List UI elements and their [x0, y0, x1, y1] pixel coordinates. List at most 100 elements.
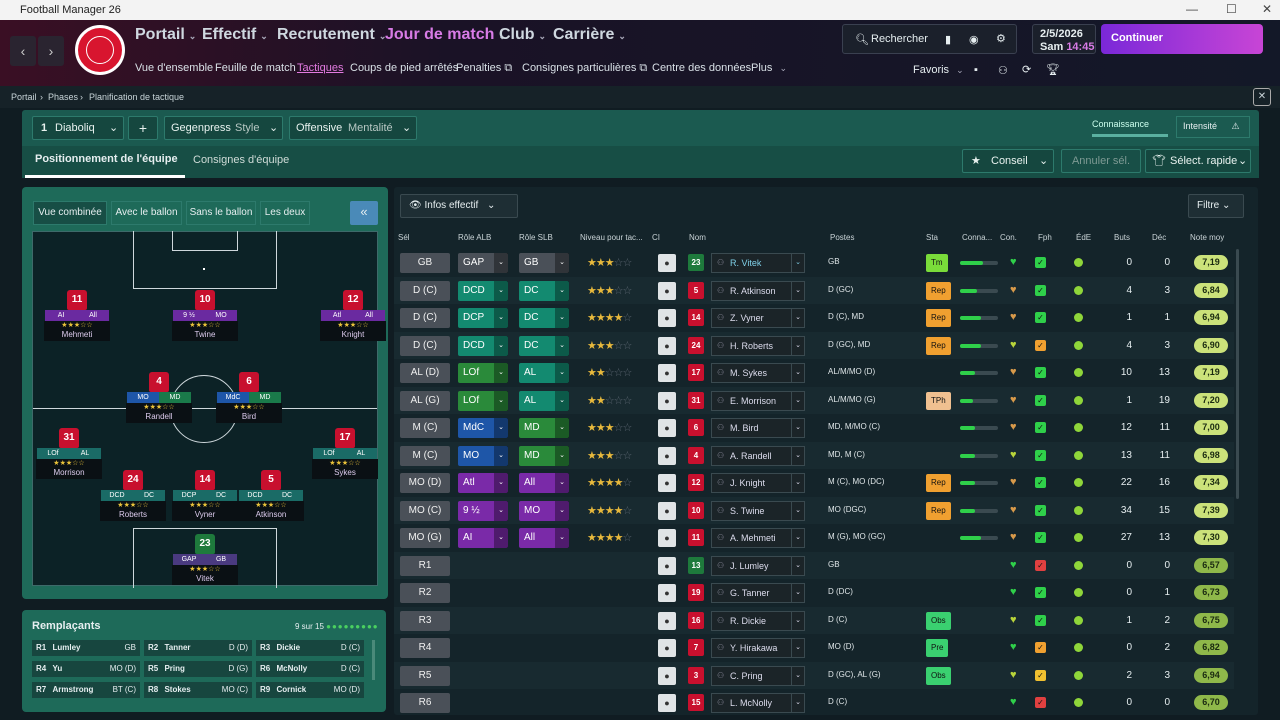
selection-slot-button[interactable]: D (C): [400, 280, 450, 301]
table-row[interactable]: MO (D) Atl ⌄ All ⌄ ★★★★☆ ● 12 ⚇ J. Knight ⌄ M (C), …: [394, 469, 1234, 496]
mentality-select[interactable]: Offensive Mentalité ⌄: [289, 116, 417, 140]
selection-slot-button[interactable]: M (C): [400, 418, 450, 438]
player-info-icon[interactable]: ●: [658, 281, 676, 300]
sub-slot[interactable]: R9 Cornick MO (D): [256, 682, 364, 698]
pitch-player[interactable]: 5 DCD DC ★★★☆☆ Atkinson: [235, 470, 307, 521]
column-header[interactable]: Sta: [926, 233, 939, 242]
player-info-icon[interactable]: ●: [658, 501, 676, 520]
pitch-player[interactable]: 4 MO MD ★★★☆☆ Randell: [123, 372, 195, 423]
player-name-select[interactable]: ⚇ C. Pring ⌄: [711, 665, 805, 686]
people-icon[interactable]: ⚇: [998, 65, 1008, 77]
continue-button[interactable]: Continuer: [1101, 24, 1263, 54]
role-slb-select[interactable]: GB ⌄: [519, 253, 569, 273]
role-alb-select[interactable]: AI ⌄: [458, 528, 508, 548]
role-alb-select[interactable]: GAP ⌄: [458, 253, 508, 273]
role-slb-select[interactable]: All ⌄: [519, 473, 569, 493]
trophy-icon[interactable]: 🏆︎: [1046, 64, 1060, 76]
subnav-feuille-de-match[interactable]: Feuille de match: [215, 62, 296, 74]
selection-slot-button[interactable]: D (C): [400, 308, 450, 328]
role-alb-select[interactable]: MO ⌄: [458, 445, 508, 466]
role-slb-select[interactable]: AL ⌄: [519, 390, 569, 411]
minimize-icon[interactable]: —: [1186, 2, 1198, 16]
selection-slot-button[interactable]: R4: [400, 638, 450, 658]
pitch-player[interactable]: 6 MdC MD ★★★☆☆ Bird: [213, 372, 285, 423]
nav-effectif[interactable]: Effectif ⌄: [202, 26, 268, 43]
column-header[interactable]: ÉdE: [1076, 233, 1092, 242]
column-header[interactable]: Note moy: [1190, 233, 1225, 242]
style-select[interactable]: Gegenpress Style ⌄: [164, 116, 283, 140]
role-slb-select[interactable]: MD ⌄: [519, 445, 569, 466]
column-header[interactable]: Buts: [1114, 233, 1131, 242]
pitch-player[interactable]: 11 AI All ★★★☆☆ Mehmeti: [41, 290, 113, 341]
nav-jour-de-match[interactable]: Jour de match ⌄: [385, 26, 506, 43]
advice-button[interactable]: ★ Conseil ⌄: [962, 149, 1054, 173]
pitch-player[interactable]: 12 Atl All ★★★☆☆ Knight: [317, 290, 389, 341]
breadcrumb-phases[interactable]: Phases: [48, 92, 79, 102]
selection-slot-button[interactable]: MO (C): [400, 500, 450, 521]
player-name-select[interactable]: ⚇ H. Roberts ⌄: [711, 335, 805, 356]
squad-info-dropdown[interactable]: 👁︎ Infos effectif ⌄: [400, 194, 518, 218]
selection-slot-button[interactable]: AL (D): [400, 363, 450, 383]
nav-portail[interactable]: Portail ⌄: [135, 26, 197, 43]
selection-slot-button[interactable]: R6: [400, 693, 450, 713]
table-row[interactable]: MO (G) AI ⌄ All ⌄ ★★★★☆ ● 11 ⚇ A. Mehmeti ⌄ M (G), …: [394, 524, 1234, 551]
pitch-player[interactable]: 23 GAP GB ★★★☆☆ Vitek: [169, 534, 241, 585]
player-info-icon[interactable]: ●: [658, 391, 676, 410]
selection-slot-button[interactable]: R1: [400, 555, 450, 576]
club-crest-logo[interactable]: [75, 25, 125, 75]
table-row[interactable]: D (C) DCD ⌄ DC ⌄ ★★★☆☆ ● 5 ⚇ R. Atkinson ⌄ D (GC) Re…: [394, 276, 1234, 304]
sub-slot[interactable]: R3 Dickie D (C): [256, 640, 364, 656]
tab-consignes[interactable]: Consignes d'équipe: [193, 154, 290, 166]
role-slb-select[interactable]: DC ⌄: [519, 335, 569, 356]
player-info-icon[interactable]: ●: [658, 474, 676, 492]
add-tactic-button[interactable]: +: [128, 116, 158, 140]
table-row[interactable]: MO (C) 9 ½ ⌄ MO ⌄ ★★★★☆ ● 10 ⚇ S. Twine ⌄ MO (DGC) R…: [394, 496, 1234, 524]
date-box[interactable]: 2/5/2026 Sam 14:45: [1032, 24, 1096, 54]
player-info-icon[interactable]: ●: [658, 611, 676, 630]
selection-slot-button[interactable]: AL (G): [400, 390, 450, 411]
selection-slot-button[interactable]: R5: [400, 665, 450, 686]
player-name-select[interactable]: ⚇ J. Lumley ⌄: [711, 555, 805, 576]
column-header[interactable]: Rôle ALB: [458, 233, 492, 242]
subnav-tactiques[interactable]: Tactiques: [297, 62, 344, 74]
role-alb-select[interactable]: DCD ⌄: [458, 280, 508, 301]
sub-slot[interactable]: R7 Armstrong BT (C): [32, 682, 140, 698]
role-slb-select[interactable]: DC ⌄: [519, 308, 569, 328]
subnav-penalties[interactable]: Penalties ⧉: [456, 62, 513, 74]
pitch-player[interactable]: 31 LOf AL ★★★☆☆ Morrison: [33, 428, 105, 479]
role-alb-select[interactable]: 9 ½ ⌄: [458, 500, 508, 521]
tactic-select[interactable]: 1 Diaboliq ⌄: [32, 116, 124, 140]
subnav-centre-donnees[interactable]: Centre des données: [652, 62, 752, 74]
role-slb-select[interactable]: MO ⌄: [519, 500, 569, 521]
player-name-select[interactable]: ⚇ E. Morrison ⌄: [711, 390, 805, 411]
role-alb-select[interactable]: Atl ⌄: [458, 473, 508, 493]
player-name-select[interactable]: ⚇ R. Atkinson ⌄: [711, 280, 805, 301]
sub-slot[interactable]: R8 Stokes MO (C): [144, 682, 252, 698]
tab-les-deux[interactable]: Les deux: [260, 201, 310, 225]
player-name-select[interactable]: ⚇ Z. Vyner ⌄: [711, 308, 805, 328]
player-info-icon[interactable]: ●: [658, 364, 676, 382]
player-name-select[interactable]: ⚇ Y. Hirakawa ⌄: [711, 638, 805, 658]
pitch-player[interactable]: 17 LOf AL ★★★☆☆ Sykes: [309, 428, 381, 479]
selection-slot-button[interactable]: R2: [400, 583, 450, 603]
back-arrow-icon[interactable]: ‹: [10, 36, 36, 66]
subnav-plus[interactable]: Plus ⌄: [751, 62, 788, 74]
tab-sans-ballon[interactable]: Sans le ballon: [186, 201, 256, 225]
player-info-icon[interactable]: ●: [658, 309, 676, 327]
table-row[interactable]: M (C) MO ⌄ MD ⌄ ★★★☆☆ ● 4 ⚇ A. Randell ⌄ MD, M (C) ♥…: [394, 441, 1234, 469]
table-row[interactable]: D (C) DCD ⌄ DC ⌄ ★★★☆☆ ● 24 ⚇ H. Roberts ⌄ D (GC), …: [394, 331, 1234, 359]
player-info-icon[interactable]: ●: [658, 446, 676, 465]
selection-slot-button[interactable]: MO (D): [400, 473, 450, 493]
column-header[interactable]: CI: [652, 233, 660, 242]
nav-club[interactable]: Club ⌄: [499, 26, 547, 43]
selection-slot-button[interactable]: M (C): [400, 445, 450, 466]
player-name-select[interactable]: ⚇ J. Knight ⌄: [711, 473, 805, 493]
sub-slot[interactable]: R5 Pring D (G): [144, 661, 252, 677]
column-header[interactable]: Déc: [1152, 233, 1167, 242]
sub-slot[interactable]: R2 Tanner D (D): [144, 640, 252, 656]
collapse-icon[interactable]: «: [350, 201, 378, 225]
table-row[interactable]: R5 ● 3 ⚇ C. Pring ⌄ D (GC), AL (G) Obs ♥ ✓ 2 3 6,94: [394, 661, 1234, 689]
refresh-icon[interactable]: ⟳: [1022, 64, 1032, 76]
table-row[interactable]: GB GAP ⌄ GB ⌄ ★★★☆☆ ● 23 ⚇ R. Vitek ⌄ GB Tm ♥ ✓ 0 0 7,19: [394, 249, 1234, 276]
close-icon[interactable]: ✕: [1253, 88, 1271, 106]
